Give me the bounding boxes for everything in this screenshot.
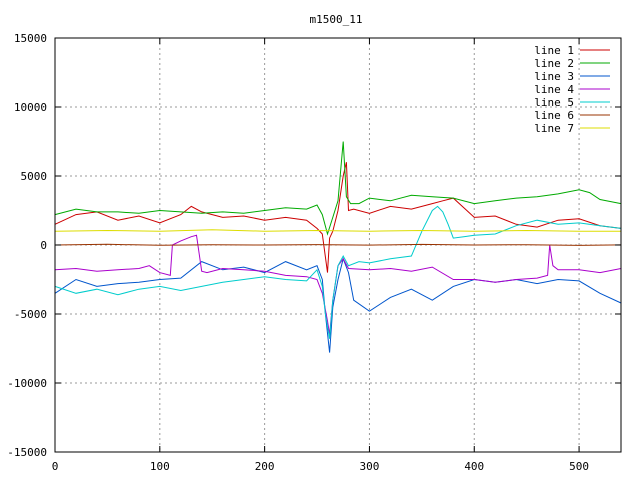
y-tick-label: -15000 <box>7 446 47 459</box>
y-tick-label: 15000 <box>14 32 47 45</box>
series-line-3 <box>54 257 622 353</box>
legend-label: line 2 <box>534 57 574 70</box>
legend-label: line 7 <box>534 122 574 135</box>
y-tick-label: 5000 <box>21 170 48 183</box>
series-line-2 <box>54 141 622 236</box>
series-line-6 <box>54 243 622 246</box>
y-tick-label: -5000 <box>14 308 47 321</box>
x-tick-label: 500 <box>569 460 589 473</box>
x-tick-label: 300 <box>360 460 380 473</box>
y-tick-label: -10000 <box>7 377 47 390</box>
legend-label: line 1 <box>534 44 574 57</box>
y-tick-label: 10000 <box>14 101 47 114</box>
legend-label: line 3 <box>534 70 574 83</box>
x-tick-label: 400 <box>464 460 484 473</box>
chart-title: m1500_11 <box>310 13 363 26</box>
legend-label: line 5 <box>534 96 574 109</box>
x-tick-label: 0 <box>52 460 59 473</box>
series-line-7 <box>54 229 621 232</box>
y-tick-label: 0 <box>40 239 47 252</box>
x-tick-label: 200 <box>255 460 275 473</box>
series-line-4 <box>54 234 622 335</box>
series-line-1 <box>54 162 622 273</box>
legend-label: line 6 <box>534 109 574 122</box>
x-tick-label: 100 <box>150 460 170 473</box>
series-line-5 <box>54 205 622 339</box>
axis-ticks: 0 100 200 300 400 500 -15000 -10000 -5000 0 5000 10… <box>7 32 621 473</box>
series-group <box>54 141 622 353</box>
legend-label: line 4 <box>534 83 574 96</box>
